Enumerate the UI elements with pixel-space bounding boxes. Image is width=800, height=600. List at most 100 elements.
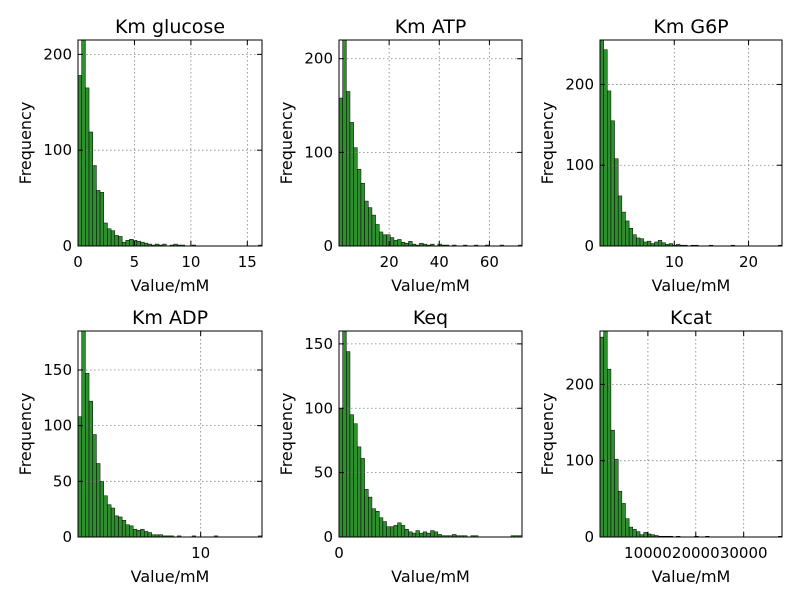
histogram-bar [143, 531, 149, 537]
x-tick-label: 40 [430, 253, 449, 271]
y-tick-label: 0 [323, 237, 333, 255]
histogram-bar [389, 526, 395, 537]
histogram-bar [617, 490, 623, 537]
x-tick-label: 10 [181, 253, 200, 271]
histogram-bar [96, 463, 101, 537]
histogram-bar [136, 530, 141, 537]
histogram-bar [430, 530, 435, 537]
histogram-bar [339, 97, 343, 246]
histogram-bar [430, 243, 435, 246]
histogram-bar [132, 528, 138, 537]
histogram-bar [621, 211, 626, 246]
histogram-bar [647, 240, 652, 246]
y-tick-label: 100 [43, 417, 72, 435]
histogram-bar [603, 49, 608, 246]
histogram-bar [371, 214, 376, 246]
gridlines [78, 331, 262, 537]
histogram-bar [393, 240, 398, 246]
histogram-bar [463, 535, 468, 537]
histogram-bar [121, 241, 127, 246]
histogram-bar [103, 222, 108, 246]
histogram-bar [85, 373, 90, 537]
y-tick-label: 200 [304, 50, 333, 68]
histogram-bar [397, 522, 402, 537]
histogram-bar [136, 240, 141, 246]
histogram-bar [88, 400, 93, 537]
axes-frame [599, 39, 783, 247]
histogram-bar [107, 228, 112, 246]
histogram-bar [386, 234, 391, 246]
bars [78, 40, 262, 246]
histogram-bar [386, 526, 391, 537]
histogram-bar [636, 531, 641, 537]
histogram-bar [162, 243, 167, 246]
x-axis-label: Value/mM [131, 276, 210, 295]
gridlines [78, 40, 262, 246]
histogram-bar [415, 530, 420, 537]
axes-frame [338, 330, 523, 538]
histogram-bar [121, 520, 127, 537]
histogram-bar [426, 532, 431, 537]
histogram-bar [610, 120, 615, 246]
y-tick-label: 100 [304, 399, 333, 417]
x-tick-label: 5 [130, 253, 140, 271]
histogram-bar [96, 190, 101, 246]
histogram-bar [368, 207, 373, 246]
histogram-bar [107, 504, 112, 537]
axes-frame [77, 330, 263, 538]
y-axis-label: Frequency [538, 393, 557, 476]
histogram-bar [125, 524, 130, 537]
subplot-title: Km ATP [395, 16, 467, 38]
histogram-bar [614, 458, 619, 537]
histogram-bar [614, 158, 619, 246]
y-tick-label: 100 [565, 452, 594, 470]
histogram-bar [375, 511, 380, 537]
y-axis-label: Frequency [277, 393, 296, 476]
y-tick-label: 200 [43, 45, 72, 63]
x-tick-label: 0 [73, 253, 83, 271]
y-axis-label: Frequency [538, 102, 557, 185]
histogram-bar [621, 503, 626, 537]
histogram-bar [364, 489, 369, 537]
x-axis-label: Value/mM [131, 567, 210, 586]
gridlines [339, 40, 522, 246]
histogram-bar [110, 230, 116, 246]
histogram-bar [625, 518, 630, 537]
histogram-bar [118, 236, 123, 246]
histogram-bar [364, 200, 369, 246]
x-tick-label: 60 [480, 253, 499, 271]
histogram-bar [140, 528, 145, 537]
x-tick-label: 15 [238, 253, 257, 271]
histogram-bar [125, 240, 130, 246]
axes-frame [338, 39, 523, 247]
x-axis-label: Value/mM [391, 276, 470, 295]
histogram-bar [518, 535, 522, 537]
x-tick-label: 0 [334, 544, 344, 562]
histogram-bar [78, 416, 82, 537]
x-tick-label: 10 [191, 544, 210, 562]
histogram-bar [600, 336, 604, 537]
histogram-bar [393, 525, 398, 537]
axes-frame [77, 39, 263, 247]
x-axis-label: Value/mM [652, 276, 731, 295]
histogram-bar [360, 458, 365, 537]
axes-frame [599, 330, 783, 538]
x-tick-label: 10000 [624, 544, 672, 562]
histogram-bar [382, 234, 387, 246]
histogram-bar [114, 235, 119, 246]
histogram-bar [668, 243, 674, 246]
subplot-5: 10000 20000 30000 0 100 200 Kcat Value/mM Freque… [538, 307, 783, 586]
histogram-bar [129, 525, 134, 537]
y-tick-label: 150 [43, 361, 72, 379]
y-tick-label: 150 [304, 335, 333, 353]
x-tick-label: 20 [739, 253, 758, 271]
y-tick-label: 0 [584, 237, 594, 255]
histogram-bar [132, 240, 138, 246]
x-tick-label: 20 [380, 253, 399, 271]
subplot-title: Kcat [670, 307, 712, 329]
histogram-bar [625, 220, 630, 246]
histogram-bar [628, 526, 634, 537]
subplot-4: 00 50 100 150 Keq Value/mM Frequency [277, 307, 523, 586]
